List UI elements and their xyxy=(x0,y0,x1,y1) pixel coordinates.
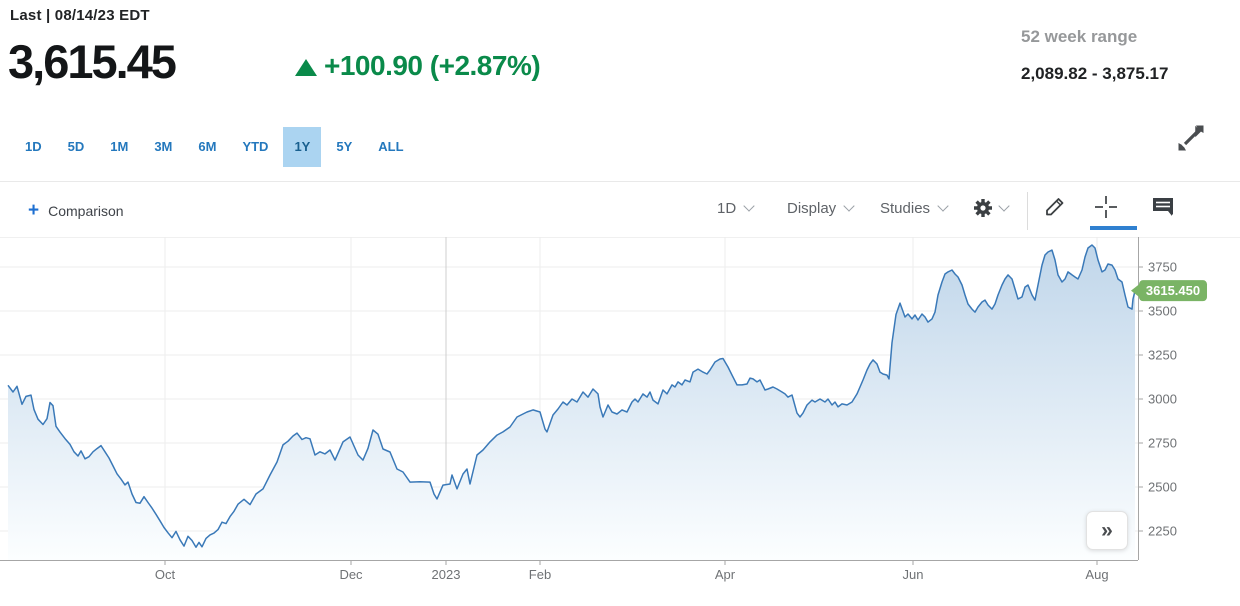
x-tick-label: Apr xyxy=(715,567,736,582)
tab-all[interactable]: ALL xyxy=(378,139,404,154)
tab-1y[interactable]: 1Y xyxy=(283,127,322,167)
x-tick-label: Oct xyxy=(155,567,176,582)
display-label: Display xyxy=(787,200,837,217)
y-tick-label: 2500 xyxy=(1148,480,1177,495)
range-label: 52 week range xyxy=(1021,27,1138,46)
last-price: 3,615.45 xyxy=(8,35,177,88)
gear-icon xyxy=(974,199,992,217)
pencil-icon xyxy=(1046,198,1064,216)
x-tick-label: Aug xyxy=(1085,567,1108,582)
comment-tool-button[interactable] xyxy=(1150,194,1176,223)
interval-value: 1D xyxy=(717,200,737,217)
x-tick-label: 2023 xyxy=(432,567,461,582)
add-comparison-button[interactable]: + Comparison xyxy=(28,200,124,221)
tab-ytd[interactable]: YTD xyxy=(242,139,269,154)
settings-dropdown[interactable] xyxy=(971,196,1010,220)
time-range-tabs: 1D 5D 1M 3M 6M YTD 1Y 5Y ALL xyxy=(14,127,415,167)
tab-1m[interactable]: 1M xyxy=(110,139,129,154)
y-tick-label: 3250 xyxy=(1148,348,1177,363)
interval-dropdown[interactable]: 1D xyxy=(717,200,755,217)
plus-icon: + xyxy=(28,200,40,221)
last-price-badge-pointer xyxy=(1131,283,1140,298)
tab-5d[interactable]: 5D xyxy=(67,139,85,154)
price-area xyxy=(8,245,1135,560)
tab-5y[interactable]: 5Y xyxy=(336,139,353,154)
expand-icon xyxy=(1178,125,1204,151)
y-tick-label: 3500 xyxy=(1148,304,1177,319)
comparison-label: Comparison xyxy=(48,203,124,219)
y-tick-label: 3000 xyxy=(1148,392,1177,407)
last-price-badge-label: 3615.450 xyxy=(1146,283,1200,298)
x-tick-label: Jun xyxy=(903,567,924,582)
divider xyxy=(0,181,1240,182)
tab-3m[interactable]: 3M xyxy=(154,139,173,154)
tab-6m[interactable]: 6M xyxy=(198,139,217,154)
display-dropdown[interactable]: Display xyxy=(787,200,855,217)
price-chart[interactable]: 3750 3500 3250 3000 2750 2500 2250 Oct Dec 2023 Fe… xyxy=(0,237,1240,606)
price-change: +100.90 (+2.87%) xyxy=(324,50,541,81)
y-tick-label: 2750 xyxy=(1148,436,1177,451)
last-price-badge xyxy=(1139,280,1207,302)
toolbar-separator xyxy=(1027,192,1028,230)
chevron-down-icon xyxy=(998,199,1010,212)
x-tick-label: Dec xyxy=(339,567,363,582)
crosshair-icon xyxy=(1095,196,1117,218)
chevron-down-icon xyxy=(937,200,949,212)
studies-label: Studies xyxy=(880,200,931,217)
up-arrow-icon xyxy=(295,59,317,76)
active-tool-indicator xyxy=(1090,226,1137,230)
divider xyxy=(0,237,1240,238)
y-tick-label: 2250 xyxy=(1148,524,1177,539)
tab-1d[interactable]: 1D xyxy=(25,139,42,154)
fullscreen-button[interactable] xyxy=(1176,123,1206,153)
comment-icon xyxy=(1153,198,1173,216)
chevron-down-icon xyxy=(743,200,755,212)
crosshair-tool-button[interactable] xyxy=(1092,193,1120,226)
price-line xyxy=(7,244,1136,548)
y-tick-label: 3750 xyxy=(1148,260,1177,275)
studies-dropdown[interactable]: Studies xyxy=(880,200,949,217)
draw-tool-button[interactable] xyxy=(1042,193,1068,224)
last-timestamp: Last | 08/14/23 EDT xyxy=(10,7,150,24)
range-value: 2,089.82 - 3,875.17 xyxy=(1021,64,1169,83)
show-more-button[interactable]: » xyxy=(1086,511,1128,550)
x-tick-label: Feb xyxy=(529,567,551,582)
chevron-down-icon xyxy=(843,200,855,212)
